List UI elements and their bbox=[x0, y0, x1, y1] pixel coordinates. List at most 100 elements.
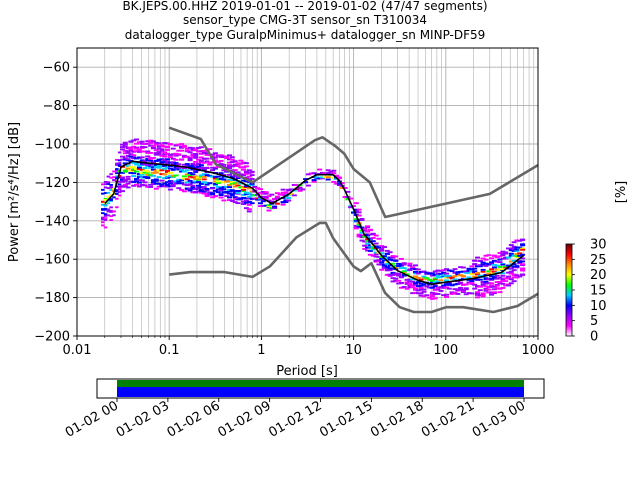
heatmap-cell bbox=[429, 281, 435, 284]
heatmap-cell bbox=[362, 229, 368, 232]
heatmap-cell bbox=[153, 153, 159, 156]
heatmap-cell bbox=[162, 161, 168, 163]
heatmap-cell bbox=[227, 161, 232, 164]
heatmap-cell bbox=[353, 209, 359, 212]
heatmap-cell bbox=[238, 162, 244, 165]
heatmap-cell bbox=[235, 202, 241, 205]
heatmap-cell bbox=[142, 150, 148, 153]
heatmap-cell bbox=[520, 267, 526, 270]
heatmap-cell bbox=[246, 175, 252, 178]
heatmap-cell bbox=[494, 260, 500, 263]
heatmap-cell bbox=[353, 218, 359, 221]
heatmap-cell bbox=[229, 161, 235, 163]
heatmap-cell bbox=[418, 284, 424, 287]
heatmap-cell bbox=[198, 188, 204, 191]
heatmap-cell bbox=[477, 264, 483, 267]
heatmap-cell bbox=[221, 155, 227, 158]
heatmap-cell bbox=[122, 141, 128, 144]
heatmap-cell bbox=[477, 285, 483, 288]
heatmap-cell bbox=[150, 145, 156, 147]
heatmap-cell bbox=[173, 153, 179, 156]
heatmap-cell bbox=[142, 181, 148, 184]
heatmap-cell bbox=[483, 282, 489, 285]
heatmap-cell bbox=[117, 185, 122, 188]
heatmap-cell bbox=[134, 180, 139, 183]
heatmap-cell bbox=[472, 270, 478, 273]
heatmap-cell bbox=[418, 294, 424, 297]
heatmap-cell bbox=[224, 190, 230, 193]
heatmap-cell bbox=[120, 178, 125, 181]
heatmap-cell bbox=[497, 276, 503, 279]
heatmap-cell bbox=[272, 205, 278, 208]
heatmap-cell bbox=[241, 166, 247, 169]
heatmap-cell bbox=[235, 171, 241, 174]
heatmap-cell bbox=[266, 209, 272, 212]
heatmap-cell bbox=[460, 288, 466, 291]
heatmap-cell bbox=[238, 186, 244, 189]
heatmap-cell bbox=[480, 270, 486, 273]
heatmap-cell bbox=[356, 233, 362, 236]
heatmap-cell bbox=[173, 144, 179, 147]
heatmap-cell bbox=[263, 197, 269, 200]
heatmap-cell bbox=[387, 269, 393, 272]
heatmap-cell bbox=[204, 152, 210, 155]
heatmap-cell bbox=[506, 277, 511, 280]
heatmap-cell bbox=[421, 290, 427, 293]
heatmap-cell bbox=[475, 292, 480, 295]
heatmap-cell bbox=[246, 187, 252, 190]
heatmap-cell bbox=[421, 283, 427, 286]
heatmap-cell bbox=[289, 193, 294, 196]
heatmap-cell bbox=[382, 266, 387, 269]
heatmap-cell bbox=[165, 181, 170, 184]
heatmap-cell bbox=[128, 155, 134, 158]
heatmap-cell bbox=[159, 161, 165, 164]
heatmap-cell bbox=[204, 189, 210, 192]
heatmap-cell bbox=[452, 291, 458, 294]
heatmap-cell bbox=[229, 165, 235, 168]
heatmap-cell bbox=[159, 144, 165, 147]
heatmap-cell bbox=[221, 174, 227, 176]
heatmap-cell bbox=[187, 165, 193, 168]
x-tick-label: 100 bbox=[433, 343, 458, 358]
heatmap-cell bbox=[404, 269, 410, 272]
heatmap-cell bbox=[136, 179, 142, 182]
heatmap-cell bbox=[441, 271, 447, 274]
heatmap-cell bbox=[184, 164, 190, 167]
heatmap-cell bbox=[198, 150, 204, 153]
heatmap-cell bbox=[198, 159, 204, 162]
heatmap-cell bbox=[500, 278, 506, 281]
heatmap-cell bbox=[106, 183, 111, 185]
heatmap-cell bbox=[435, 288, 441, 291]
heatmap-cell bbox=[458, 288, 464, 291]
heatmap-cell bbox=[198, 183, 204, 185]
heatmap-cell bbox=[218, 187, 224, 190]
heatmap-cell bbox=[286, 189, 292, 192]
heatmap-cell bbox=[463, 287, 469, 290]
heatmap-cell bbox=[404, 278, 410, 281]
heatmap-cell bbox=[365, 242, 371, 245]
heatmap-cell bbox=[204, 157, 210, 160]
heatmap-cell bbox=[201, 173, 207, 176]
heatmap-cell bbox=[277, 193, 283, 196]
heatmap-cell bbox=[103, 219, 108, 221]
heatmap-cell bbox=[243, 197, 249, 200]
heatmap-cell bbox=[511, 245, 517, 248]
heatmap-cell bbox=[156, 145, 162, 148]
heatmap-cell bbox=[190, 187, 196, 190]
heatmap-cell bbox=[232, 190, 238, 193]
heatmap-cell bbox=[520, 268, 526, 271]
heatmap-cell bbox=[280, 188, 286, 191]
heatmap-cell bbox=[249, 184, 255, 186]
heatmap-cell bbox=[370, 248, 376, 251]
heatmap-cell bbox=[190, 176, 196, 179]
heatmap-cell bbox=[469, 265, 475, 268]
heatmap-cell bbox=[367, 246, 373, 249]
heatmap-cell bbox=[508, 272, 514, 275]
heatmap-cell bbox=[115, 172, 119, 175]
heatmap-cell bbox=[491, 277, 497, 280]
heatmap-cell bbox=[390, 274, 396, 276]
colorbar-tick-label: 30 bbox=[590, 238, 607, 253]
heatmap-cell bbox=[153, 179, 159, 182]
heatmap-cell bbox=[249, 182, 255, 185]
heatmap-cell bbox=[187, 156, 193, 159]
